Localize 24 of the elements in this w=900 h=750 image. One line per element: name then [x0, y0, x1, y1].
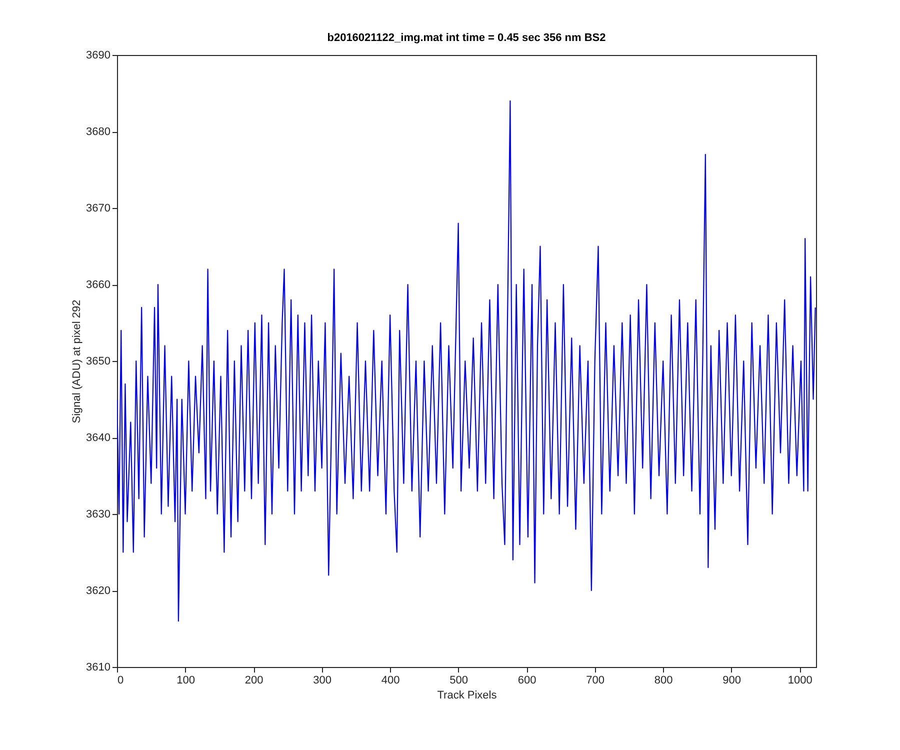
y-tick-label: 3650 [86, 356, 110, 368]
x-tick-label: 600 [518, 674, 536, 686]
y-axis-title: Signal (ADU) at pixel 292 [71, 300, 84, 424]
x-tick-label: 0 [118, 674, 124, 686]
y-tick-label: 3610 [86, 662, 110, 674]
x-tick-label: 700 [586, 674, 605, 686]
y-tick-label: 3690 [86, 50, 110, 62]
x-tick-label: 500 [450, 674, 468, 686]
x-tick-label: 100 [176, 674, 195, 686]
y-tick-label: 3670 [86, 202, 110, 214]
x-tick-label: 200 [244, 674, 264, 686]
y-tick-label: 3660 [86, 279, 110, 291]
y-tick-label: 3680 [86, 126, 110, 138]
x-tick-label: 300 [313, 674, 332, 686]
x-tick-label: 400 [381, 674, 400, 686]
chart-title: b2016021122_img.mat int time = 0.45 sec 356 nm BS2 [327, 32, 606, 44]
x-tick-label: 800 [654, 674, 673, 686]
y-tick-label: 3640 [86, 432, 110, 444]
x-tick-label: 1000 [788, 674, 812, 686]
line-series [117, 100, 816, 622]
y-tick-label: 3620 [86, 585, 110, 597]
x-tick-label: 900 [722, 674, 742, 686]
y-tick-label: 3630 [86, 508, 110, 520]
x-axis-title: Track Pixels [437, 690, 498, 702]
